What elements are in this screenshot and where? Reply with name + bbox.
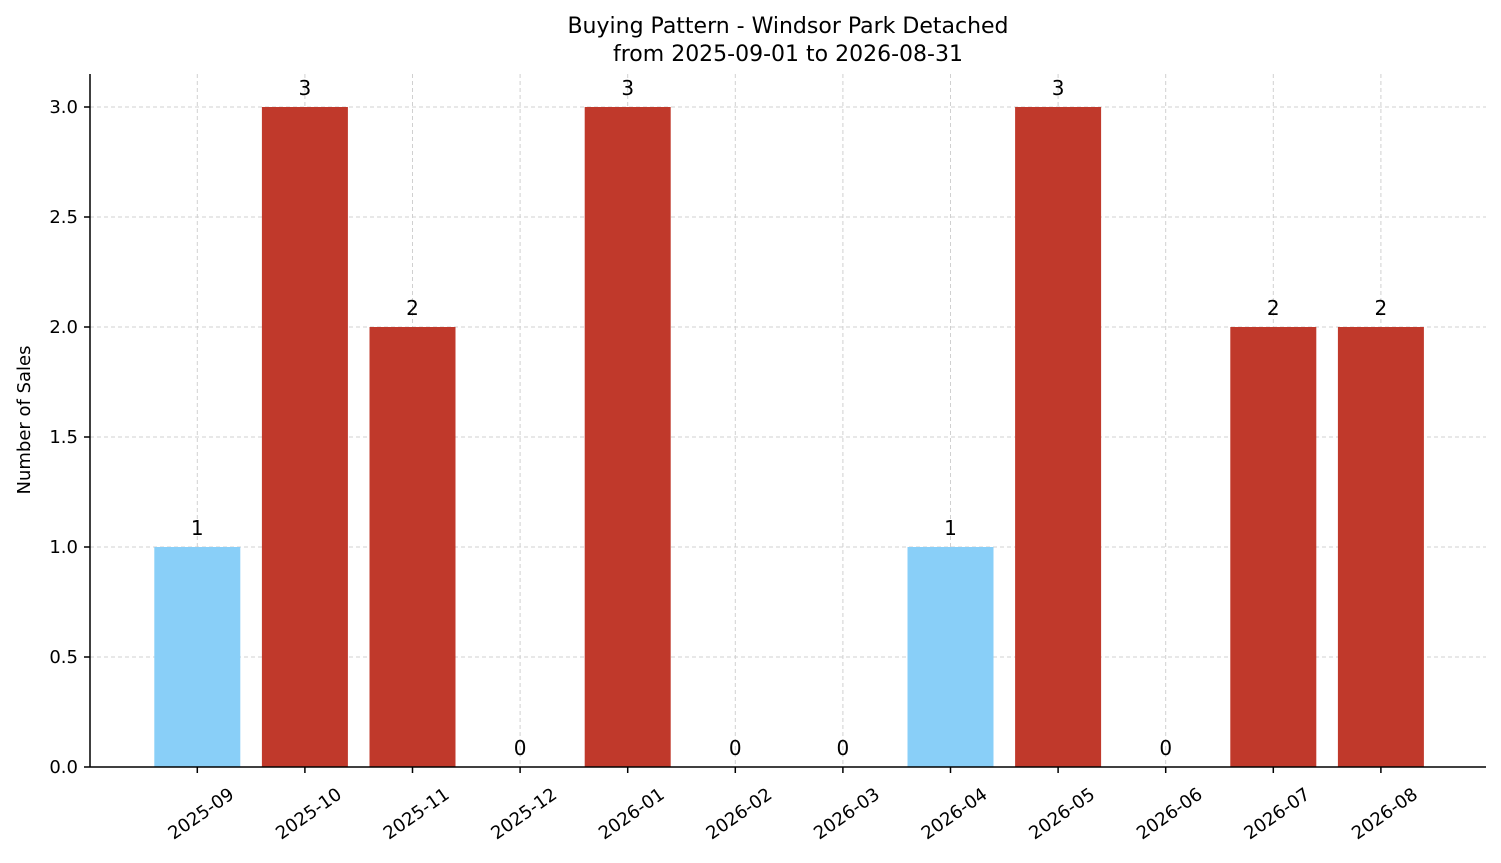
- x-tick-label: 2026-02: [703, 784, 777, 844]
- bar-2025-10: [261, 107, 348, 767]
- x-tick-label: 2026-03: [810, 784, 884, 844]
- y-axis-label: Number of Sales: [14, 345, 35, 494]
- data-label: 0: [1159, 736, 1172, 760]
- y-tick-label: 1.0: [49, 537, 78, 558]
- bar-2025-11: [369, 327, 456, 767]
- bar-2026-01: [584, 107, 671, 767]
- bar-layer: [154, 107, 1424, 767]
- x-tick-label: 2026-05: [1025, 784, 1099, 844]
- chart-subtitle: from 2025-09-01 to 2026-08-31: [613, 42, 963, 67]
- bar-2025-09: [154, 547, 241, 767]
- x-tick-label: 2026-07: [1241, 784, 1315, 844]
- x-tick-label: 2026-06: [1133, 784, 1207, 844]
- data-label-layer: 1 3 2 0 3 0 0 1 3 0 2 2: [191, 76, 1387, 760]
- bar-2026-05: [1015, 107, 1102, 767]
- x-tick-label: 2025-09: [165, 784, 239, 844]
- data-label: 0: [729, 736, 742, 760]
- y-tick-label: 0.0: [49, 757, 78, 778]
- y-tick-label: 0.5: [49, 647, 78, 668]
- y-tick-label: 1.5: [49, 427, 78, 448]
- y-tick-label: 2.5: [49, 207, 78, 228]
- x-tick-label: 2025-11: [380, 784, 454, 844]
- bar-2026-04: [907, 547, 994, 767]
- data-label: 2: [1267, 296, 1280, 320]
- data-label: 0: [514, 736, 527, 760]
- data-label: 0: [837, 736, 850, 760]
- data-label: 1: [191, 516, 204, 540]
- x-tick-label: 2025-10: [272, 784, 346, 844]
- x-tick-label: 2026-04: [918, 784, 992, 844]
- data-label: 1: [944, 516, 957, 540]
- data-label: 3: [1052, 76, 1065, 100]
- axis-layer: [89, 74, 1486, 768]
- bar-2026-07: [1230, 327, 1317, 767]
- y-tick-label: 3.0: [49, 97, 78, 118]
- bar-2026-08: [1337, 327, 1424, 767]
- x-tick-label: 2025-12: [487, 784, 561, 844]
- data-label: 3: [621, 76, 634, 100]
- y-tick-label: 2.0: [49, 317, 78, 338]
- data-label: 3: [299, 76, 312, 100]
- x-tick-label: 2026-01: [595, 784, 669, 844]
- data-label: 2: [406, 296, 419, 320]
- x-tick-label: 2026-08: [1348, 784, 1422, 844]
- chart-title: Buying Pattern - Windsor Park Detached: [567, 14, 1008, 39]
- data-label: 2: [1375, 296, 1388, 320]
